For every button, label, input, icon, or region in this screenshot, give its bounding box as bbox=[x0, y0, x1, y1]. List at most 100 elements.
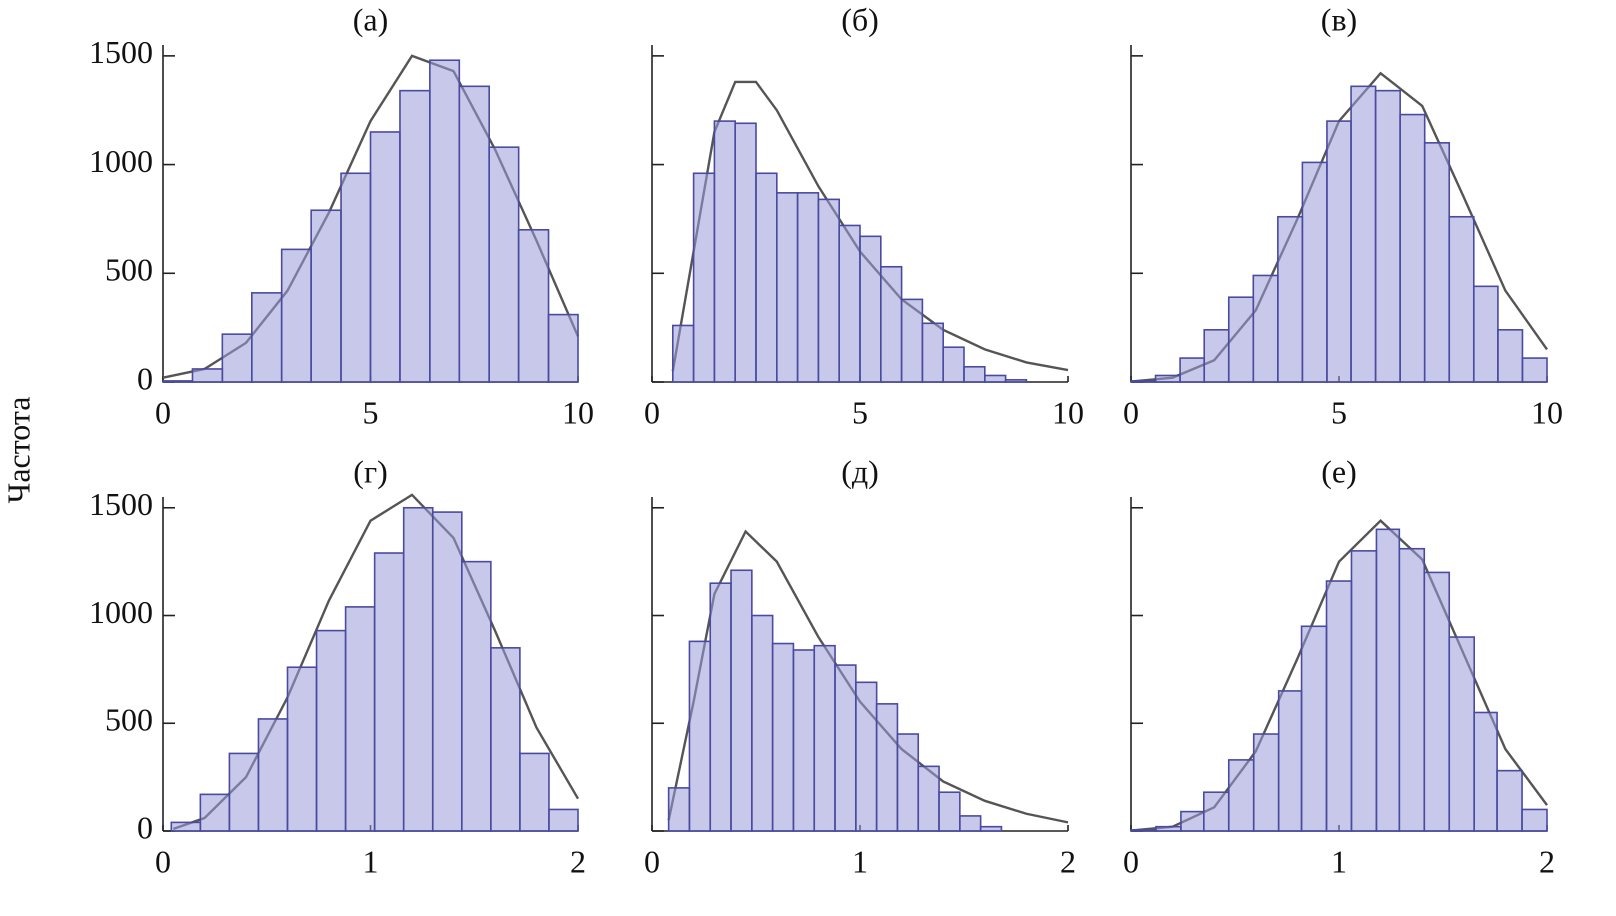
panel: (г) 0 500 1000 1500 0 1 2 bbox=[89, 453, 586, 879]
bar bbox=[834, 664, 857, 832]
bar bbox=[1326, 120, 1352, 383]
panel: (е) 0 1 2 bbox=[1123, 453, 1555, 879]
panel-title: (в) bbox=[1321, 1, 1357, 37]
bar bbox=[942, 346, 965, 383]
panel-title: (б) bbox=[841, 1, 879, 37]
x-tick-label: 1 bbox=[363, 843, 379, 879]
bar bbox=[251, 292, 283, 383]
bar bbox=[963, 365, 986, 383]
x-tick-label: 1 bbox=[852, 843, 868, 879]
bar bbox=[399, 89, 431, 383]
bar bbox=[429, 59, 461, 383]
y-tick-label: 0 bbox=[137, 360, 153, 396]
bar bbox=[1374, 89, 1401, 383]
bar bbox=[1375, 528, 1401, 832]
x-tick-label: 0 bbox=[644, 843, 660, 879]
bar bbox=[775, 192, 799, 383]
bar bbox=[373, 552, 405, 832]
bar bbox=[838, 224, 861, 383]
bar bbox=[1203, 791, 1230, 832]
bar bbox=[938, 791, 961, 832]
x-tick-label: 10 bbox=[1052, 394, 1084, 430]
panel-title: (а) bbox=[353, 1, 389, 37]
bar bbox=[517, 229, 550, 383]
bar bbox=[431, 511, 463, 832]
bar bbox=[519, 752, 550, 832]
bar bbox=[1154, 374, 1181, 383]
bar bbox=[751, 614, 774, 832]
x-tick-label: 1 bbox=[1331, 843, 1347, 879]
bar bbox=[1448, 636, 1475, 832]
x-tick-label: 10 bbox=[1531, 394, 1563, 430]
y-tick-label: 1500 bbox=[89, 486, 153, 522]
bar bbox=[162, 380, 194, 383]
bar bbox=[460, 560, 492, 832]
bar bbox=[1277, 215, 1304, 383]
bar bbox=[771, 642, 795, 832]
bar bbox=[1277, 690, 1303, 832]
bar bbox=[1497, 329, 1524, 383]
bar bbox=[979, 825, 1003, 832]
y-tick-label: 0 bbox=[137, 809, 153, 845]
bar bbox=[547, 313, 579, 383]
bar bbox=[667, 787, 691, 832]
bar bbox=[199, 793, 231, 832]
bar bbox=[344, 606, 376, 832]
x-tick-label: 0 bbox=[1123, 843, 1139, 879]
bar bbox=[1227, 296, 1255, 383]
x-tick-label: 5 bbox=[1331, 394, 1347, 430]
bar bbox=[896, 733, 920, 832]
x-tick-label: 2 bbox=[1060, 843, 1076, 879]
bar bbox=[1004, 379, 1028, 383]
bar bbox=[280, 248, 312, 383]
bar bbox=[1203, 329, 1230, 383]
bar bbox=[1180, 810, 1205, 832]
bar bbox=[221, 333, 253, 383]
bar bbox=[1350, 85, 1377, 383]
x-tick-label: 5 bbox=[852, 394, 868, 430]
bar bbox=[1227, 759, 1255, 832]
bar bbox=[369, 131, 401, 383]
panel-title: (д) bbox=[841, 453, 879, 489]
bar bbox=[1300, 625, 1328, 832]
y-tick-label: 1000 bbox=[89, 143, 153, 179]
x-tick-label: 2 bbox=[570, 843, 586, 879]
bar bbox=[257, 718, 289, 832]
bar bbox=[813, 644, 836, 832]
panel: (д) 0 1 2 bbox=[644, 453, 1076, 879]
y-tick-label: 500 bbox=[105, 702, 153, 738]
bar bbox=[1423, 142, 1451, 383]
bar bbox=[709, 582, 732, 832]
bar bbox=[1301, 161, 1328, 383]
bar bbox=[1448, 215, 1475, 383]
bar bbox=[170, 821, 202, 832]
bar bbox=[921, 322, 945, 383]
bar bbox=[1130, 829, 1157, 832]
bar bbox=[1423, 571, 1451, 832]
x-tick-label: 10 bbox=[562, 394, 594, 430]
bar bbox=[900, 298, 924, 383]
bar bbox=[340, 172, 372, 383]
bar bbox=[730, 569, 753, 832]
bar bbox=[792, 649, 816, 832]
y-tick-label: 1000 bbox=[89, 594, 153, 630]
bar bbox=[191, 368, 224, 383]
x-tick-label: 0 bbox=[1123, 394, 1139, 430]
bar bbox=[688, 640, 712, 832]
bar bbox=[228, 752, 260, 832]
bar bbox=[796, 192, 820, 383]
x-tick-label: 2 bbox=[1539, 843, 1555, 879]
bar bbox=[1252, 274, 1279, 383]
bar bbox=[817, 198, 841, 383]
x-tick-label: 0 bbox=[644, 394, 660, 430]
y-tick-label: 500 bbox=[105, 252, 153, 288]
bar bbox=[1473, 711, 1498, 832]
panel: (б) 0 5 10 bbox=[644, 1, 1084, 430]
bar bbox=[959, 815, 982, 832]
bar bbox=[713, 120, 737, 383]
bar bbox=[1521, 808, 1548, 832]
bar bbox=[879, 265, 903, 383]
bar bbox=[490, 647, 521, 832]
bar bbox=[315, 629, 347, 832]
